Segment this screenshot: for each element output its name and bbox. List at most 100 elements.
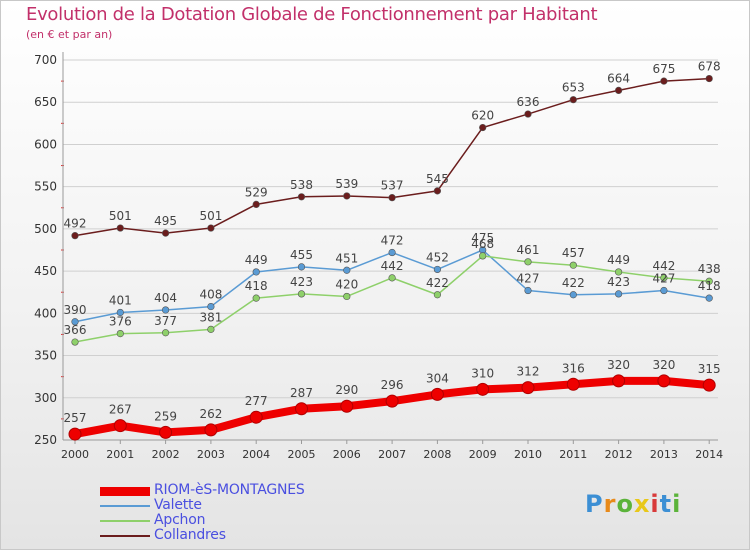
data-label: 461: [517, 243, 540, 257]
data-label: 449: [607, 253, 630, 267]
data-label: 472: [381, 234, 404, 248]
data-point: [660, 286, 668, 295]
data-point: [252, 268, 260, 276]
legend-swatch: [100, 486, 150, 496]
data-label: 257: [64, 411, 87, 425]
x-tick-label: 2003: [197, 448, 225, 461]
data-point: [521, 381, 535, 395]
chart-subtitle: (en € et par an): [26, 28, 113, 41]
data-point: [479, 252, 487, 260]
legend-label: Valette: [154, 497, 202, 513]
data-label: 664: [607, 71, 630, 85]
data-point: [433, 291, 442, 299]
data-point: [343, 292, 351, 301]
data-label: 449: [245, 253, 268, 267]
data-label: 653: [562, 81, 585, 95]
data-label: 678: [698, 60, 721, 74]
data-label: 675: [652, 62, 675, 76]
data-label: 636: [517, 95, 540, 109]
data-point: [71, 232, 79, 240]
data-point: [612, 374, 626, 388]
data-point: [207, 325, 215, 333]
data-point: [702, 378, 716, 392]
data-label: 315: [698, 362, 721, 376]
data-point: [388, 274, 396, 282]
data-label: 452: [426, 250, 449, 264]
data-point: [388, 194, 396, 202]
data-label: 418: [245, 279, 268, 293]
data-label: 442: [381, 259, 404, 273]
x-tick-label: 2006: [333, 448, 361, 461]
data-point: [385, 394, 399, 408]
x-tick-label: 2001: [106, 448, 134, 461]
data-point: [705, 277, 713, 285]
legend-swatch: [100, 505, 150, 507]
data-point: [297, 193, 306, 201]
y-tick-label: 500: [34, 222, 57, 236]
data-label: 422: [562, 276, 585, 290]
data-label: 457: [562, 246, 585, 260]
data-label: 538: [290, 178, 313, 192]
data-label: 381: [199, 310, 222, 324]
legend-swatch: [100, 520, 150, 522]
data-label: 495: [154, 214, 177, 228]
data-point: [343, 266, 351, 274]
data-point: [569, 261, 577, 269]
x-tick-label: 2010: [514, 448, 542, 461]
y-tick-label: 450: [34, 264, 57, 278]
data-label: 320: [607, 358, 630, 372]
data-point: [207, 224, 215, 232]
x-tick-label: 2012: [605, 448, 633, 461]
legend-item: Valette: [100, 497, 400, 513]
data-label: 427: [517, 272, 540, 286]
data-point: [249, 410, 263, 424]
data-label: 418: [698, 279, 721, 293]
data-label: 320: [652, 358, 675, 372]
data-label: 620: [471, 109, 494, 123]
y-tick-label: 600: [34, 137, 57, 151]
data-point: [113, 419, 127, 433]
data-point: [68, 427, 82, 441]
y-tick-label: 300: [34, 391, 57, 405]
data-point: [297, 290, 306, 298]
data-point: [162, 229, 170, 237]
data-point: [705, 294, 713, 302]
data-label: 529: [245, 185, 268, 199]
data-point: [476, 382, 490, 396]
data-point: [116, 224, 124, 232]
x-tick-label: 2000: [61, 448, 89, 461]
data-point: [524, 258, 532, 266]
data-point: [430, 387, 444, 401]
data-label: 438: [698, 262, 721, 276]
data-label: 451: [335, 251, 358, 265]
x-tick-label: 2004: [242, 448, 270, 461]
data-label: 423: [290, 275, 313, 289]
x-tick-label: 2005: [288, 448, 316, 461]
data-label: 501: [109, 209, 132, 223]
y-tick-label: 350: [34, 349, 57, 363]
data-point: [479, 123, 487, 132]
data-label: 404: [154, 291, 177, 305]
data-label: 408: [199, 288, 222, 302]
data-point: [524, 110, 532, 118]
x-tick-label: 2011: [559, 448, 587, 461]
data-label: 262: [199, 407, 222, 421]
legend-item: Collandres: [100, 527, 400, 543]
legend-label: RIOM-èS-MONTAGNES: [154, 482, 305, 498]
data-point: [162, 306, 170, 314]
y-tick-label: 550: [34, 180, 57, 194]
data-label: 376: [109, 315, 132, 329]
data-point: [343, 192, 351, 200]
data-point: [614, 268, 623, 276]
legend-item: RIOM-èS-MONTAGNES: [100, 482, 400, 498]
x-tick-label: 2007: [378, 448, 406, 461]
legend-item: Apchon: [100, 512, 400, 528]
data-point: [388, 248, 396, 257]
data-point: [116, 308, 124, 317]
data-label: 422: [426, 276, 449, 290]
data-point: [657, 374, 671, 388]
data-label: 310: [471, 366, 494, 380]
legend-label: Collandres: [154, 527, 226, 543]
data-point: [252, 294, 260, 302]
data-point: [614, 86, 623, 94]
